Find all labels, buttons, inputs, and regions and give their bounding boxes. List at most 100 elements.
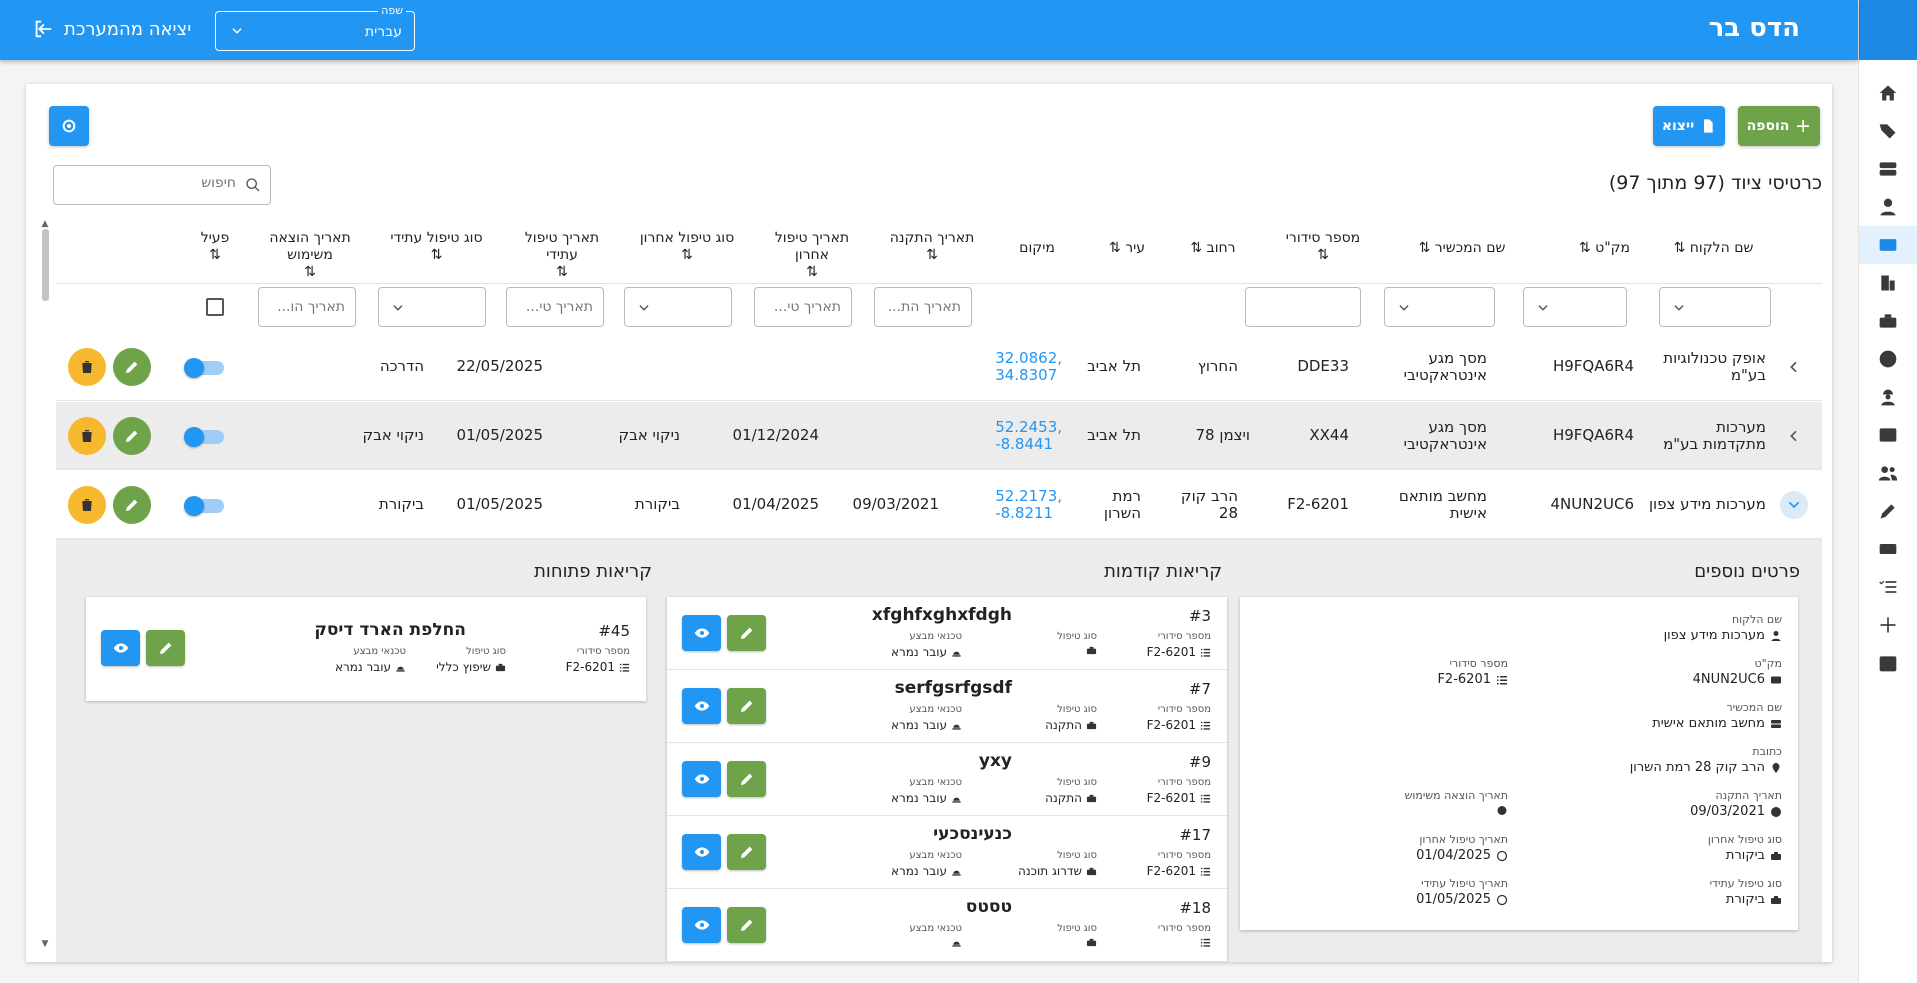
scroll-up-icon[interactable]: ▲ <box>41 219 49 229</box>
filter-active-checkbox[interactable] <box>206 298 224 316</box>
expand-row-button[interactable] <box>1780 422 1808 450</box>
detail-serial: מספר סידורי 6201-F2 <box>1437 657 1508 687</box>
view-call-button[interactable] <box>682 761 721 797</box>
delete-button[interactable] <box>68 348 106 386</box>
language-label: שפה <box>378 4 406 17</box>
active-toggle[interactable] <box>184 427 224 447</box>
call-technician: טכנאי מבצע עובר נמרא <box>890 704 962 732</box>
logout-icon <box>35 20 52 38</box>
nav-technicians[interactable] <box>1859 378 1917 416</box>
edit-call-button[interactable] <box>727 907 766 943</box>
add-button[interactable]: הוספה <box>1738 106 1820 146</box>
nav-calendar[interactable] <box>1859 644 1917 682</box>
filter-last-service-date[interactable]: תאריך טי... <box>754 287 852 327</box>
cell-location-link[interactable]: 52.2173, -8.8211 <box>995 487 1062 522</box>
nav-storage[interactable] <box>1859 150 1917 188</box>
scroll-thumb[interactable] <box>42 229 49 301</box>
nav-users[interactable] <box>1859 188 1917 226</box>
export-label: ייצוא <box>1661 118 1695 134</box>
settings-button[interactable] <box>49 106 89 146</box>
nav-teams[interactable] <box>1859 454 1917 492</box>
active-toggle[interactable] <box>184 358 224 378</box>
hard-hat-icon <box>952 870 961 876</box>
chevron-down-icon <box>1674 305 1684 311</box>
nav-tasks[interactable] <box>1859 568 1917 606</box>
edit-button[interactable] <box>113 348 151 386</box>
collapse-row-button[interactable] <box>1780 491 1808 519</box>
edit-button[interactable] <box>113 417 151 455</box>
col-retire-date[interactable]: תאריך הוצאה משימוש ⇅ <box>269 230 351 280</box>
call-item[interactable]: #3 xfghfxghxfdgh מספר סידורי 6201-F2 סוג… <box>667 597 1227 670</box>
edit-call-button[interactable] <box>146 630 185 666</box>
nav-tags[interactable] <box>1859 112 1917 150</box>
nav-globe[interactable] <box>1859 340 1917 378</box>
call-item[interactable]: #7 serfgsrfgsdf מספר סידורי 6201-F2 סוג … <box>667 670 1227 743</box>
call-serial: מספר סידורי <box>1158 923 1211 948</box>
edit-button[interactable] <box>113 486 151 524</box>
delete-button[interactable] <box>68 417 106 455</box>
nav-edit[interactable] <box>1859 492 1917 530</box>
view-call-button[interactable] <box>682 834 721 870</box>
table-row[interactable]: אופק טכנולוגיות בע"מ H9FQA6R4 מסך מגע אי… <box>56 333 1822 401</box>
table-row-expanded[interactable]: מערכות מידע צפון 4NUN2UC6 מחשב מותאם איש… <box>56 471 1822 539</box>
filter-device[interactable] <box>1384 287 1495 327</box>
view-call-button[interactable] <box>682 615 721 651</box>
col-sku[interactable]: מק"ט ⇅ <box>1578 240 1631 256</box>
vertical-scrollbar[interactable]: ▲ ▼ <box>40 219 50 949</box>
edit-call-button[interactable] <box>727 688 766 724</box>
search-input[interactable] <box>66 175 236 191</box>
call-item[interactable]: #9 yxy מספר סידורי 6201-F2 סוג טיפול התק… <box>667 743 1227 816</box>
col-serial[interactable]: מספר סידורי ⇅ <box>1285 230 1361 263</box>
filter-next-service-date[interactable]: תאריך טי... <box>506 287 604 327</box>
call-item[interactable]: #18 טסטס מספר סידורי סוג טיפול טכנאי מבצ… <box>667 889 1227 962</box>
cell-location-link[interactable]: 52.2453, -8.8441 <box>995 418 1062 453</box>
cell-location-link[interactable]: 32.0862, 34.8307 <box>995 349 1062 384</box>
eye-icon <box>694 628 709 638</box>
export-button[interactable]: ייצוא <box>1653 106 1725 146</box>
detail-install-date: תאריך התקנה 09/03/2021 <box>1690 789 1782 819</box>
scroll-down-icon[interactable]: ▼ <box>41 939 49 949</box>
language-select[interactable]: שפה עברית <box>215 4 415 51</box>
view-call-button[interactable] <box>101 630 140 666</box>
col-install-date[interactable]: תאריך התקנה ⇅ <box>889 230 975 263</box>
filter-install-date[interactable]: תאריך הת... <box>874 287 972 327</box>
col-last-service-date[interactable]: תאריך טיפול אחרון ⇅ <box>774 230 850 280</box>
logout-button[interactable]: יציאה מהמערכת <box>32 18 191 40</box>
expand-row-button[interactable] <box>1780 353 1808 381</box>
col-street[interactable]: רחוב ⇅ <box>1190 240 1236 256</box>
search-box[interactable] <box>53 165 271 205</box>
col-city[interactable]: עיר ⇅ <box>1109 240 1145 256</box>
table-row[interactable]: מערכות מתקדמות בע"מ H9FQA6R4 מסך מגע אינ… <box>56 402 1822 470</box>
nav-home[interactable] <box>1859 74 1917 112</box>
col-last-service-type[interactable]: סוג טיפול אחרון ⇅ <box>639 230 735 263</box>
nav-equipment-cards[interactable] <box>1859 226 1917 264</box>
view-call-button[interactable] <box>682 688 721 724</box>
nav-add[interactable] <box>1859 606 1917 644</box>
cell-serial: F2-6201 <box>1287 495 1349 513</box>
call-item[interactable]: #45 החלפת הארד דיסק מספר סידורי 6201-F2 … <box>86 612 646 685</box>
cell-street: החרוץ <box>1197 357 1238 375</box>
col-next-service-date[interactable]: תאריך טיפול עתידי ⇅ <box>524 230 600 280</box>
nav-tickets[interactable] <box>1859 530 1917 568</box>
nav-toolbox[interactable] <box>1859 302 1917 340</box>
filter-customer[interactable] <box>1659 287 1771 327</box>
col-active[interactable]: פעיל ⇅ <box>200 230 230 263</box>
nav-gallery[interactable] <box>1859 416 1917 454</box>
call-item[interactable]: #17 כנעינסכעי מספר סידורי 6201-F2 סוג טי… <box>667 816 1227 889</box>
filter-retire-date[interactable]: תאריך הו... <box>258 287 356 327</box>
edit-call-button[interactable] <box>727 615 766 651</box>
delete-button[interactable] <box>68 486 106 524</box>
filter-serial[interactable] <box>1245 287 1361 327</box>
col-device[interactable]: שם המכשיר ⇅ <box>1418 240 1506 256</box>
col-next-service-type[interactable]: סוג טיפול עתידי ⇅ <box>390 230 483 263</box>
edit-call-button[interactable] <box>727 761 766 797</box>
edit-call-button[interactable] <box>727 834 766 870</box>
filter-next-service-type[interactable] <box>378 287 486 327</box>
chevron-down-icon <box>393 305 403 311</box>
active-toggle[interactable] <box>184 496 224 516</box>
view-call-button[interactable] <box>682 907 721 943</box>
col-customer[interactable]: שם הלקוח ⇅ <box>1673 240 1754 256</box>
filter-last-service-type[interactable] <box>624 287 732 327</box>
filter-sku[interactable] <box>1523 287 1627 327</box>
nav-buildings[interactable] <box>1859 264 1917 302</box>
